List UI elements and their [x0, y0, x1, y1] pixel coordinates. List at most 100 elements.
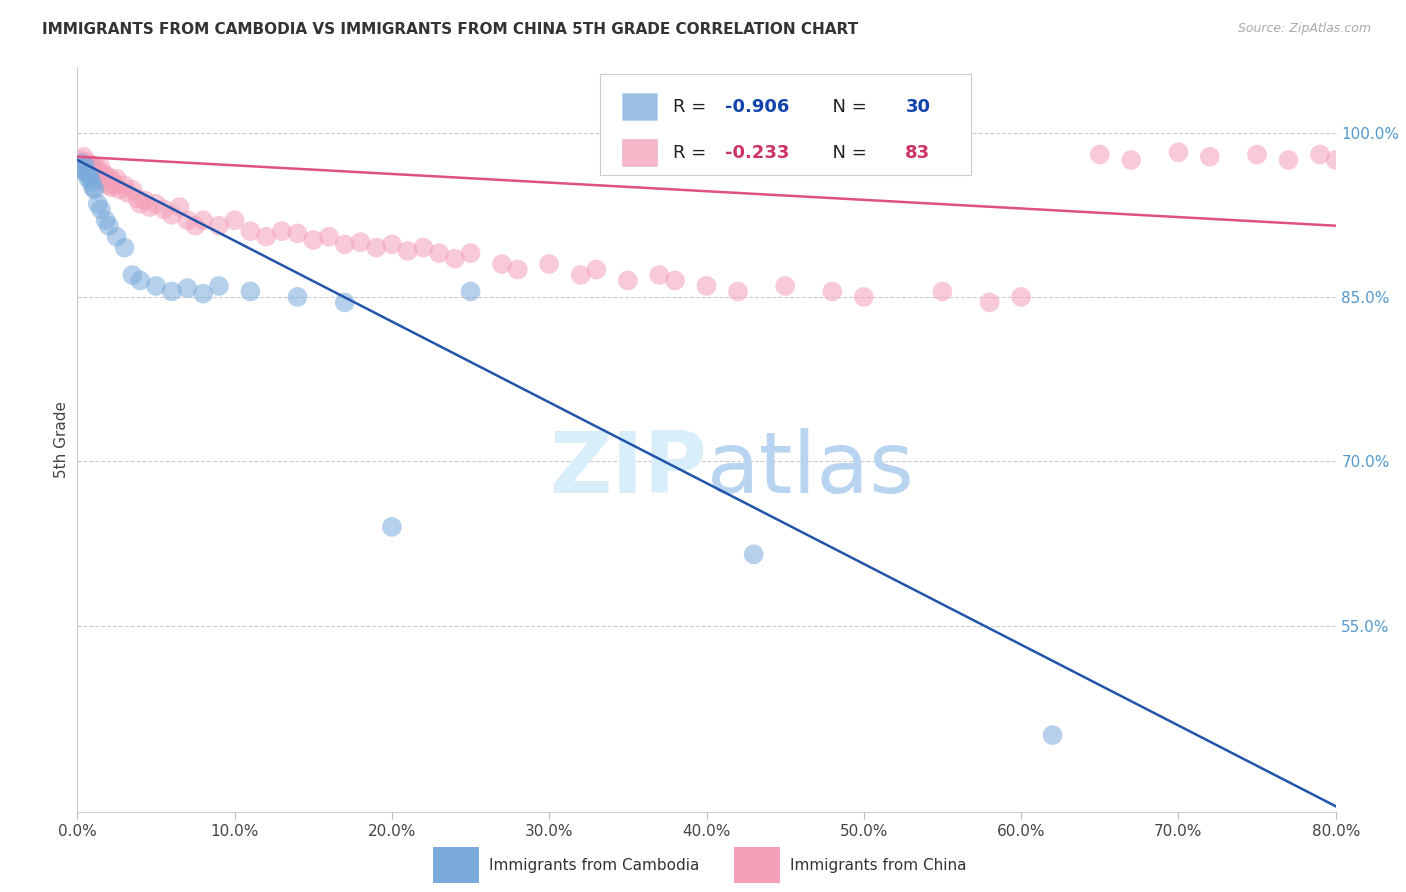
- Point: [460, 285, 482, 299]
- Point: [90, 202, 112, 217]
- Point: [82, 180, 104, 194]
- Point: [77, 171, 100, 186]
- Point: [191, 213, 215, 227]
- Point: [101, 180, 124, 194]
- Point: [114, 178, 136, 193]
- Point: [318, 229, 340, 244]
- Point: [105, 171, 128, 186]
- Point: [96, 169, 118, 184]
- Point: [83, 166, 105, 180]
- Point: [538, 257, 561, 271]
- Point: [208, 219, 231, 233]
- Point: [176, 281, 198, 295]
- Text: 83: 83: [905, 144, 931, 161]
- Point: [160, 208, 183, 222]
- Point: [79, 157, 101, 171]
- Point: [585, 262, 607, 277]
- Point: [114, 241, 136, 255]
- Point: [1246, 147, 1268, 161]
- Point: [80, 175, 103, 189]
- Point: [381, 237, 404, 252]
- Point: [84, 161, 107, 175]
- Point: [821, 285, 844, 299]
- Point: [76, 166, 98, 180]
- Point: [396, 244, 419, 258]
- Point: [104, 178, 127, 193]
- Point: [302, 233, 325, 247]
- Point: [75, 159, 97, 173]
- Point: [239, 285, 262, 299]
- Text: Source: ZipAtlas.com: Source: ZipAtlas.com: [1237, 22, 1371, 36]
- Point: [97, 219, 120, 233]
- Text: R =: R =: [672, 144, 711, 161]
- Point: [1372, 150, 1395, 164]
- Point: [80, 164, 103, 178]
- Point: [287, 290, 309, 304]
- Point: [169, 200, 191, 214]
- Point: [97, 178, 120, 193]
- Point: [1277, 153, 1299, 167]
- Point: [87, 196, 110, 211]
- Point: [491, 257, 513, 271]
- Point: [617, 273, 640, 287]
- Point: [191, 286, 215, 301]
- Point: [103, 175, 125, 189]
- Point: [82, 159, 104, 173]
- Point: [121, 268, 143, 282]
- Text: 30: 30: [905, 97, 931, 116]
- Point: [208, 279, 231, 293]
- Text: -0.233: -0.233: [725, 144, 790, 161]
- Point: [90, 161, 112, 175]
- Point: [89, 167, 111, 181]
- Point: [1199, 150, 1222, 164]
- FancyBboxPatch shape: [599, 74, 970, 175]
- Point: [145, 196, 167, 211]
- Text: Immigrants from Cambodia: Immigrants from Cambodia: [489, 858, 700, 872]
- Point: [98, 171, 121, 186]
- Point: [105, 229, 128, 244]
- Point: [176, 213, 198, 227]
- Point: [1121, 153, 1143, 167]
- Point: [1167, 145, 1189, 160]
- Point: [129, 196, 152, 211]
- Point: [333, 295, 356, 310]
- Point: [1309, 147, 1331, 161]
- Point: [160, 285, 183, 299]
- Point: [153, 202, 176, 217]
- Point: [979, 295, 1001, 310]
- Point: [444, 252, 467, 266]
- Point: [773, 279, 796, 293]
- Point: [254, 229, 277, 244]
- Point: [145, 279, 167, 293]
- Point: [77, 161, 100, 175]
- Text: Immigrants from China: Immigrants from China: [790, 858, 967, 872]
- Point: [69, 153, 91, 167]
- Point: [852, 290, 875, 304]
- Point: [138, 200, 160, 214]
- Point: [648, 268, 671, 282]
- Point: [75, 159, 97, 173]
- Point: [931, 285, 953, 299]
- Point: [83, 183, 105, 197]
- Point: [72, 150, 94, 164]
- Point: [287, 227, 309, 241]
- Text: R =: R =: [672, 97, 711, 116]
- FancyBboxPatch shape: [623, 93, 658, 120]
- Point: [134, 194, 156, 208]
- Point: [727, 285, 749, 299]
- Text: N =: N =: [821, 97, 873, 116]
- Point: [224, 213, 246, 227]
- Point: [1088, 147, 1111, 161]
- Point: [333, 237, 356, 252]
- Point: [117, 186, 139, 200]
- Point: [94, 175, 117, 189]
- Text: atlas: atlas: [707, 427, 914, 510]
- Point: [664, 273, 686, 287]
- Point: [506, 262, 529, 277]
- Text: N =: N =: [821, 144, 873, 161]
- Point: [87, 164, 110, 178]
- Point: [79, 169, 101, 184]
- Point: [270, 224, 292, 238]
- Point: [1042, 728, 1064, 742]
- Point: [70, 156, 93, 170]
